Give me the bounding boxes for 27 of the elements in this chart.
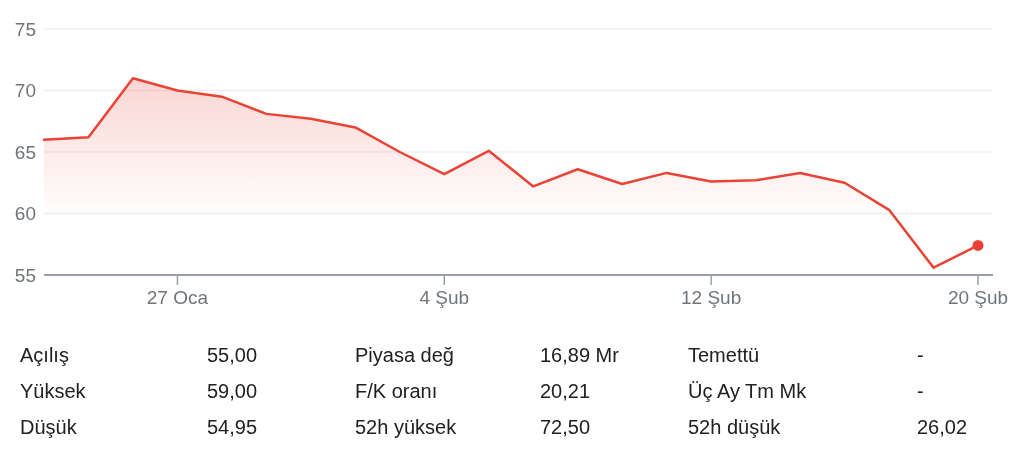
text: 59,00 [207, 380, 258, 402]
text: 20,21 [540, 380, 591, 402]
text: 26,02 [917, 416, 968, 438]
text: 55,00 [207, 344, 258, 366]
text: 52h yüksek [355, 416, 458, 438]
text: Üç Ay Tm Mk [688, 380, 808, 402]
text: 54,95 [207, 416, 258, 438]
text: F/K oranı [355, 380, 438, 402]
text: Açılış [20, 344, 69, 366]
text: Temettü [688, 344, 760, 366]
x-tick-label: 20 Şub [947, 286, 1009, 308]
text: - [917, 380, 924, 402]
y-tick-label: 55 [14, 264, 36, 286]
y-tick-label: 75 [14, 18, 36, 40]
text: Yüksek [20, 380, 87, 402]
text: Piyasa değ [355, 344, 454, 366]
y-tick-label: 70 [14, 80, 36, 101]
y-tick-label: 60 [14, 203, 36, 224]
text: - [917, 344, 924, 366]
x-tick-label: 27 Oca [146, 286, 209, 308]
text: 72,50 [540, 416, 591, 438]
text: 16,89 Mr [540, 344, 620, 366]
y-tick-label: 65 [14, 141, 36, 163]
x-tick-label: 4 Şub [419, 286, 470, 308]
text: 52h düşük [688, 416, 782, 438]
text: Düşük [20, 416, 78, 438]
x-tick-label: 12 Şub [681, 286, 742, 308]
